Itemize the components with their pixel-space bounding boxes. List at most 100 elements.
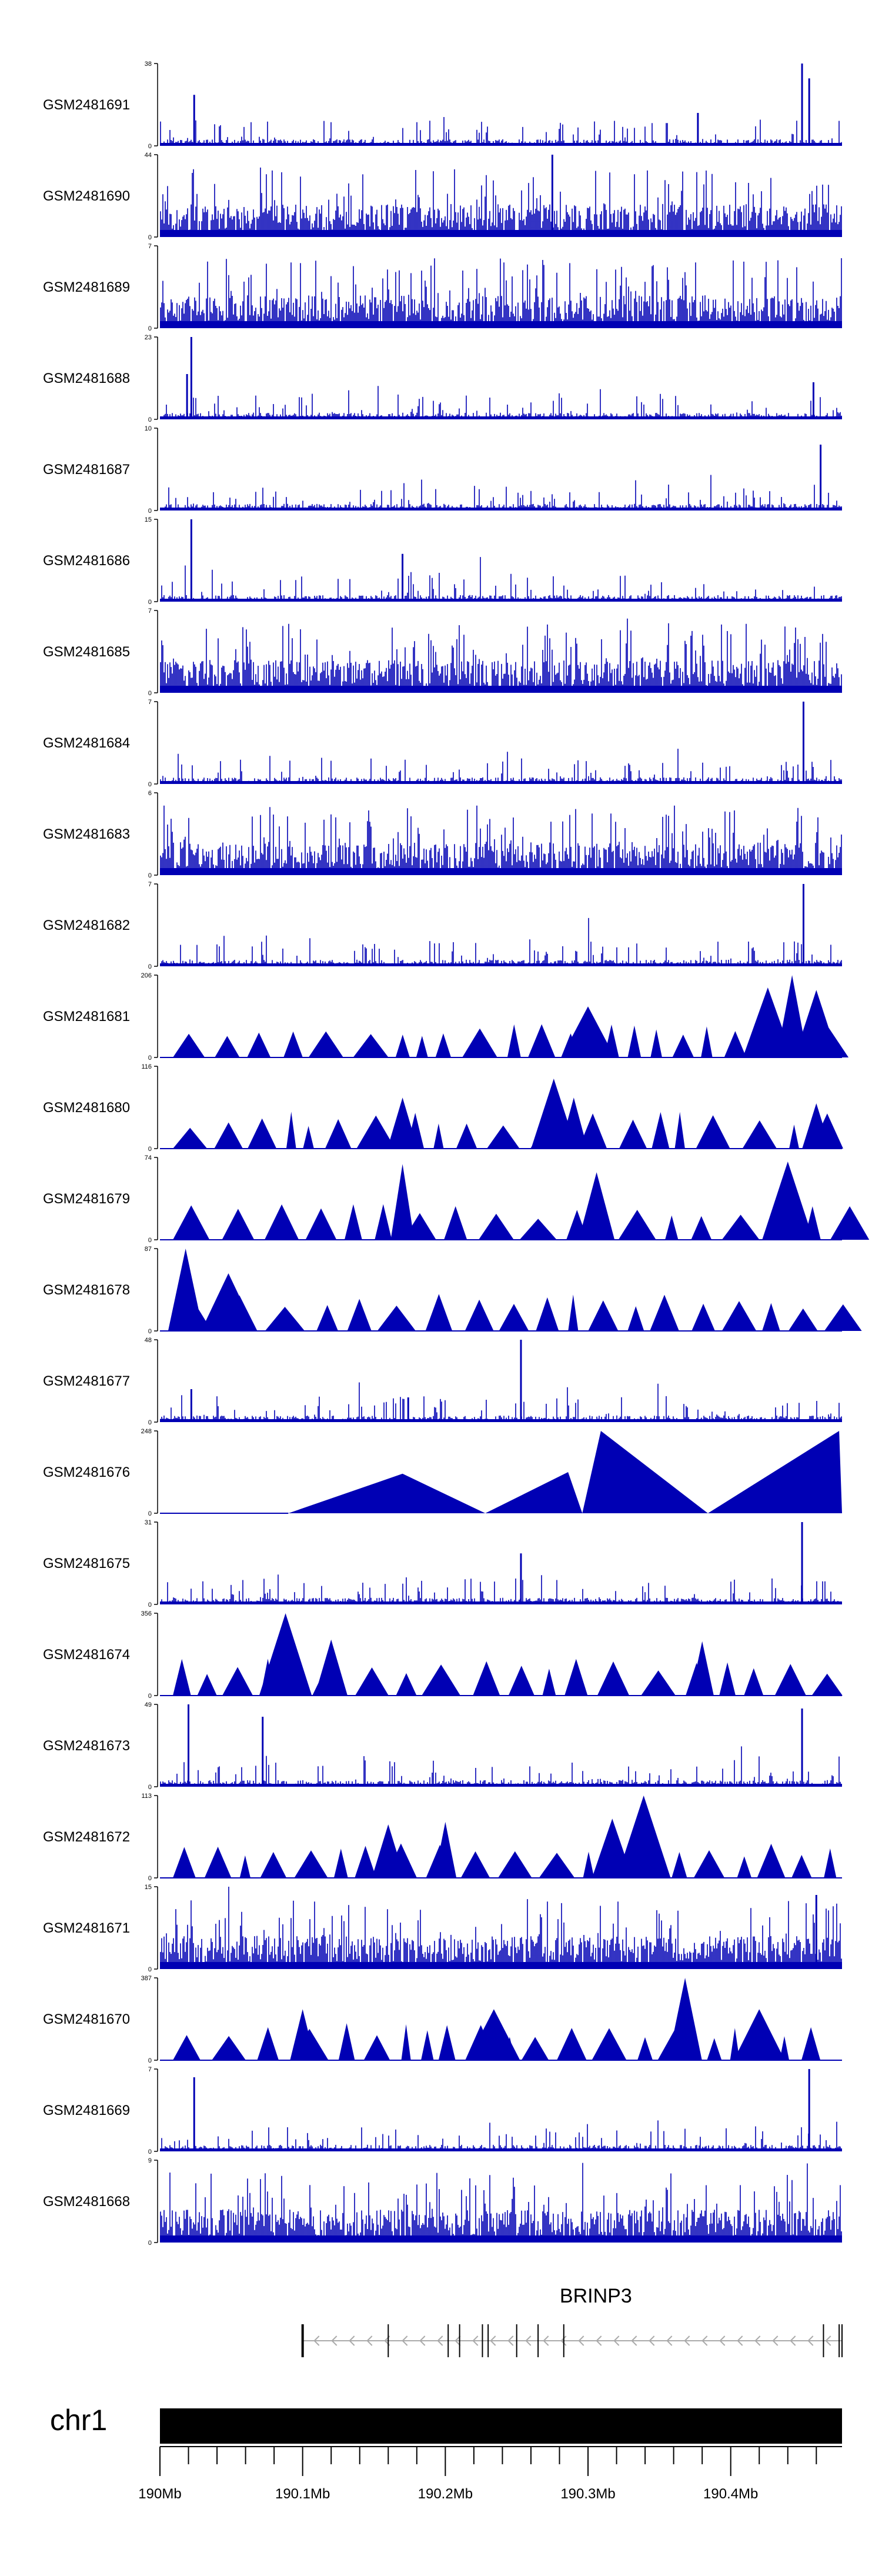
signal <box>160 519 842 602</box>
signal-triangle <box>721 1214 760 1240</box>
signal-triangle <box>305 1208 337 1240</box>
y-min-label: 0 <box>148 2240 152 2247</box>
track-GSM2481678: GSM2481678 87 0 <box>43 1246 862 1335</box>
track-label: GSM2481669 <box>43 2103 130 2118</box>
signal-baseline <box>160 416 842 419</box>
strand-arrow <box>649 2335 655 2346</box>
signal-triangle <box>707 2038 722 2060</box>
signal-triangle <box>173 1127 208 1149</box>
signal-triangle <box>542 1669 556 1696</box>
track-label: GSM2481690 <box>43 188 130 204</box>
track-GSM2481677: GSM2481677 48 0 <box>43 1337 842 1426</box>
signal-triangle <box>637 2037 653 2060</box>
signal-baseline <box>160 686 842 693</box>
peak-triangle <box>733 2009 785 2060</box>
signal-triangle <box>173 1205 210 1240</box>
strand-arrow <box>366 2335 373 2346</box>
signal-triangle <box>303 1126 314 1149</box>
signal-triangle <box>650 1029 662 1057</box>
track-GSM2481681: GSM2481681 206 0 <box>43 972 849 1062</box>
track-label: GSM2481674 <box>43 1647 130 1663</box>
strand-arrow <box>507 2335 514 2346</box>
signal-baseline <box>160 230 842 237</box>
y-min-label: 0 <box>148 1601 152 1609</box>
strand-arrow <box>349 2335 355 2346</box>
signal-triangle <box>248 1118 277 1149</box>
strand-arrow <box>331 2335 338 2346</box>
signal-triangle <box>671 1852 687 1878</box>
track-GSM2481682: GSM2481682 7 0 <box>43 881 842 970</box>
signal-baseline <box>160 781 842 784</box>
signal-triangle <box>744 1668 764 1696</box>
y-min-label: 0 <box>148 963 152 970</box>
signal-baseline <box>160 1784 842 1787</box>
signal-baseline <box>160 1962 842 1969</box>
signal-bars <box>160 2163 842 2243</box>
y-min-label: 0 <box>148 1146 152 1153</box>
signal-triangle <box>539 1853 575 1878</box>
signal-triangle <box>757 1844 786 1878</box>
track-label: GSM2481687 <box>43 462 130 478</box>
signal-triangle <box>353 1034 389 1057</box>
peak-triangle <box>259 1613 312 1696</box>
tick-label: 190.1Mb <box>275 2486 330 2502</box>
signal-triangle <box>264 1204 299 1240</box>
track-label: GSM2481681 <box>43 1009 130 1025</box>
peak-triangle <box>315 1639 348 1696</box>
signal-triangle <box>724 1031 747 1057</box>
signal-triangle <box>456 1123 477 1149</box>
peak-triangle <box>434 1821 457 1878</box>
signal-triangle <box>308 1031 343 1057</box>
track-GSM2481689: GSM2481689 7 0 <box>43 243 842 332</box>
signal-triangle <box>665 1215 679 1240</box>
signal <box>160 1079 843 1149</box>
signal-baseline <box>160 143 842 146</box>
signal <box>160 884 842 966</box>
signal <box>160 805 842 875</box>
signal-baseline <box>160 2148 842 2151</box>
strand-arrow <box>596 2335 602 2346</box>
signal-triangle <box>641 1670 676 1696</box>
strand-arrow <box>737 2335 743 2346</box>
y-max-label: 48 <box>145 1337 152 1344</box>
peak-triangle <box>668 1978 702 2060</box>
strand-arrow <box>631 2335 637 2346</box>
signal-triangle <box>507 1024 521 1057</box>
signal-triangle <box>519 1219 557 1240</box>
strand-arrow <box>807 2335 814 2346</box>
signal-triangle <box>788 1308 818 1331</box>
track-GSM2481683: GSM2481683 6 0 <box>43 790 842 879</box>
track-GSM2481680: GSM2481680 116 0 <box>43 1063 843 1153</box>
signal-triangle <box>433 1123 444 1149</box>
tick-label: 190.4Mb <box>703 2486 758 2502</box>
signal <box>160 64 842 146</box>
y-max-label: 9 <box>148 2157 152 2164</box>
peak-triangle <box>579 1172 615 1240</box>
signal-triangle <box>527 1024 556 1057</box>
tick-label: 190Mb <box>138 2486 181 2502</box>
signal-triangle <box>396 1673 417 1696</box>
strand-arrow <box>560 2335 567 2346</box>
signal <box>160 1796 842 1878</box>
signal-bars <box>160 475 842 510</box>
signal-triangle <box>774 1664 806 1696</box>
strand-arrow <box>701 2335 708 2346</box>
signal-triangle <box>521 2037 549 2060</box>
track-GSM2481676: GSM2481676 248 0 <box>43 1428 842 1517</box>
signal-triangle <box>283 1031 303 1057</box>
strand-arrow <box>666 2335 673 2346</box>
peak-triangle <box>794 990 838 1057</box>
signal <box>160 2069 842 2151</box>
y-max-label: 31 <box>145 1519 152 1526</box>
peak-triangle <box>776 975 808 1057</box>
track-GSM2481675: GSM2481675 31 0 <box>43 1519 842 1609</box>
strand-arrow <box>684 2335 690 2346</box>
gene-name: BRINP3 <box>560 2285 632 2307</box>
track-GSM2481671: GSM2481671 15 0 <box>43 1884 842 1973</box>
signal-bars <box>160 749 842 784</box>
signal-triangle <box>592 2028 627 2060</box>
y-max-label: 15 <box>145 516 152 523</box>
track-label: GSM2481678 <box>43 1282 130 1298</box>
y-min-label: 0 <box>148 143 152 150</box>
signal-triangle <box>222 1209 255 1240</box>
